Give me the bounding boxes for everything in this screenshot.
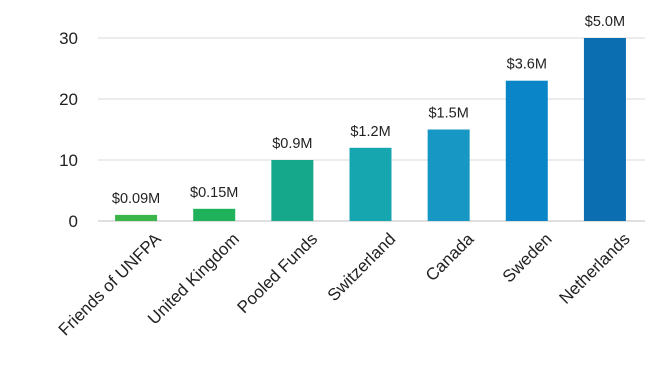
data-labels: $0.09M $0.15M $0.9M $1.2M $1.5M $3.6M $5.0M [112,14,625,207]
data-label: $0.09M [112,191,160,207]
data-label: $3.6M [507,57,547,73]
data-label: $0.9M [272,136,312,152]
bar [583,38,626,221]
data-label: $1.2M [350,124,390,140]
data-label: $0.15M [190,185,238,201]
category-label: Sweden [499,229,556,286]
category-label: Friends of UNFPA [55,229,166,340]
y-tick-label: 20 [59,90,78,109]
bars [115,38,626,221]
y-tick-label: 30 [59,29,78,48]
bar [427,129,470,221]
y-tick-label: 10 [59,151,78,170]
bar [505,80,548,221]
bar [193,208,236,221]
bar [115,214,158,221]
category-label: Netherlands [556,229,634,307]
category-label: Pooled Funds [234,229,322,317]
category-label: Switzerland [324,229,400,305]
category-label: Canada [422,229,478,285]
y-tick-label: 0 [69,212,78,231]
bar [349,147,392,221]
data-label: $1.5M [428,106,468,122]
bar [271,160,314,221]
y-axis-ticks: 0 10 20 30 [59,29,78,231]
data-label: $5.0M [585,14,625,30]
